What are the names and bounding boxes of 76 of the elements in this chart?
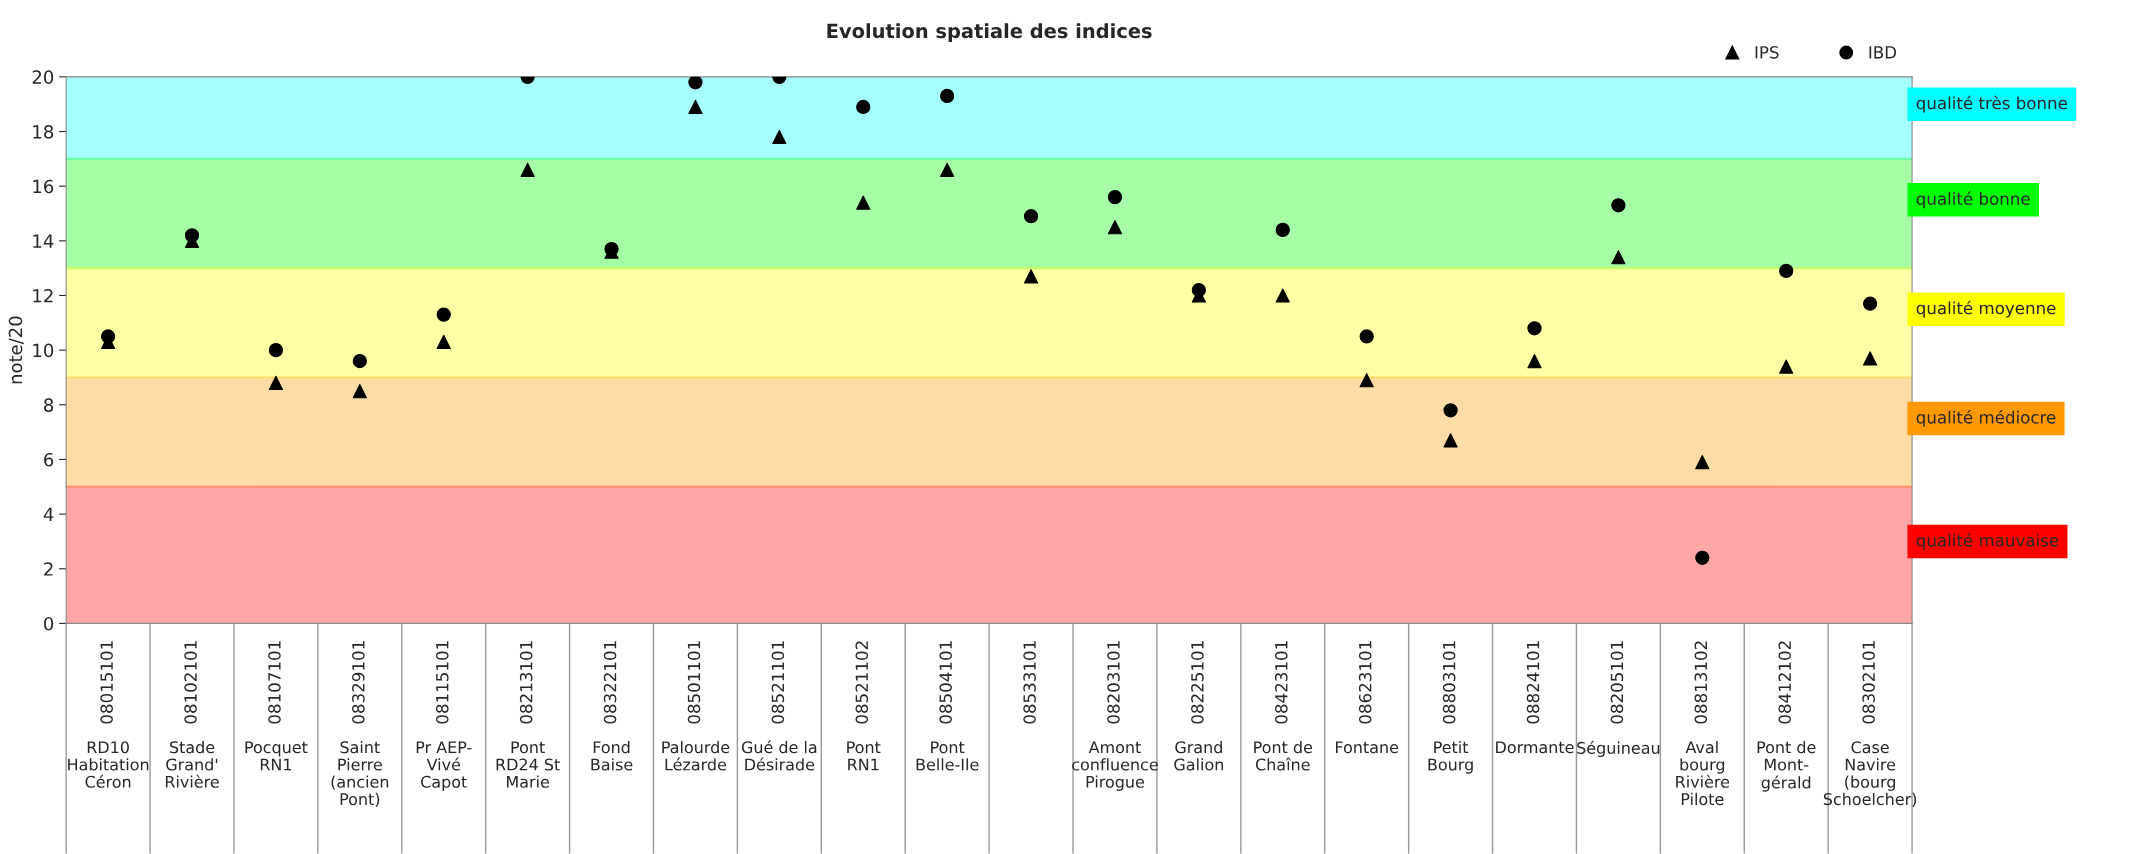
point [436, 334, 451, 350]
x-tick-label: 08329101 Saint Pierre (ancien Pont) [331, 641, 389, 808]
x-tick-label: 08203101 Amont confluence Pirogue [1072, 641, 1158, 791]
x-tick-label: 08205101 Séguineau [1577, 641, 1660, 758]
point [940, 162, 955, 177]
y-tick-label: 2 [44, 562, 53, 576]
point [1527, 353, 1542, 369]
x-tick-label: 08423101 Pont de Chaîne [1254, 641, 1313, 771]
x-tick-label: 08803101 Petit Bourg [1428, 641, 1473, 774]
point [520, 162, 535, 177]
x-tick-label: 08107101 Pocquet RN1 [245, 641, 308, 771]
x-tick-label: 08015101 RD10 Habitation Céron [68, 641, 149, 788]
point [688, 76, 703, 90]
y-tick-label: 4 [43, 507, 54, 521]
x-tick-label: 08521102 Pont RN1 [847, 641, 881, 771]
x-tick-label: 08302101 Case Navire (bourg Schoelcher) [1823, 641, 1917, 808]
point [436, 307, 451, 322]
point [1862, 351, 1878, 366]
y-axis-title: note/20 [8, 316, 24, 384]
point [1023, 269, 1039, 284]
x-tick-label: 08115101 Pr AEP- Vivé Capot [416, 641, 472, 791]
x-tick-label: 08225101 Grand Galion [1174, 641, 1223, 771]
x-tick-label: 08623101 Fontane [1336, 641, 1399, 754]
chart-title: Evolution spatiale des indices [827, 23, 1152, 43]
point [1023, 209, 1039, 224]
point [940, 88, 955, 104]
x-tick-label: 08102101 Stade Grand' Rivière [165, 641, 219, 788]
point [1275, 288, 1290, 303]
point [1695, 455, 1710, 470]
point [1359, 373, 1374, 388]
point [352, 353, 367, 369]
y-tick-label: 8 [44, 398, 54, 412]
y-tick-label: 0 [44, 616, 54, 631]
point [688, 99, 703, 115]
band-label: qualité bonne [1916, 191, 2030, 209]
y-tick-label: 18 [33, 124, 54, 139]
band-label: qualité mauvaise [1916, 533, 2059, 550]
point [1107, 189, 1123, 205]
point [268, 375, 284, 391]
y-tick-label: 14 [33, 234, 54, 248]
x-tick-label: 08322101 Fond Baise [591, 641, 633, 771]
point [352, 384, 367, 399]
point [1275, 222, 1290, 238]
x-tick-label: 08533101 [1023, 641, 1036, 724]
point [1443, 433, 1458, 448]
point [1779, 263, 1794, 279]
point [772, 129, 787, 145]
point [268, 343, 284, 358]
point [1611, 250, 1626, 265]
x-tick-label: 08213101 Pont RD24 St Marie [496, 641, 560, 788]
x-tick-label: 08521101 Gué de la Désirade [741, 641, 817, 771]
point [1611, 198, 1626, 213]
y-tick-label: 12 [33, 288, 53, 303]
point [856, 99, 871, 115]
point [856, 195, 871, 210]
point [1527, 321, 1542, 336]
band-label: qualité médiocre [1916, 410, 2056, 427]
x-tick-label: 08412102 Pont de Mont- gérald [1757, 641, 1816, 792]
x-tick-label: 08504101 Pont Belle-Ile [916, 641, 979, 771]
legend-label: IBD [1869, 46, 1897, 59]
x-tick-label: 08824101 Dormante [1496, 641, 1574, 754]
y-tick-label: 16 [33, 179, 54, 194]
y-tick-label: 6 [44, 452, 54, 467]
legend-label: IPS [1755, 46, 1779, 59]
point [1107, 220, 1123, 235]
point [1695, 550, 1710, 565]
point [1862, 296, 1878, 311]
band-label: qualité moyenne [1916, 300, 2056, 318]
point [1779, 359, 1794, 374]
y-tick-label: 10 [33, 343, 54, 358]
x-tick-label: 08501101 Palourde Lézarde [662, 641, 730, 771]
point [1359, 329, 1374, 344]
y-tick-label: 20 [32, 70, 54, 84]
x-tick-label: 08813102 Aval bourg Rivière Pilote [1676, 641, 1730, 806]
point [1443, 403, 1458, 418]
band-label: qualité très bonne [1916, 95, 2067, 113]
